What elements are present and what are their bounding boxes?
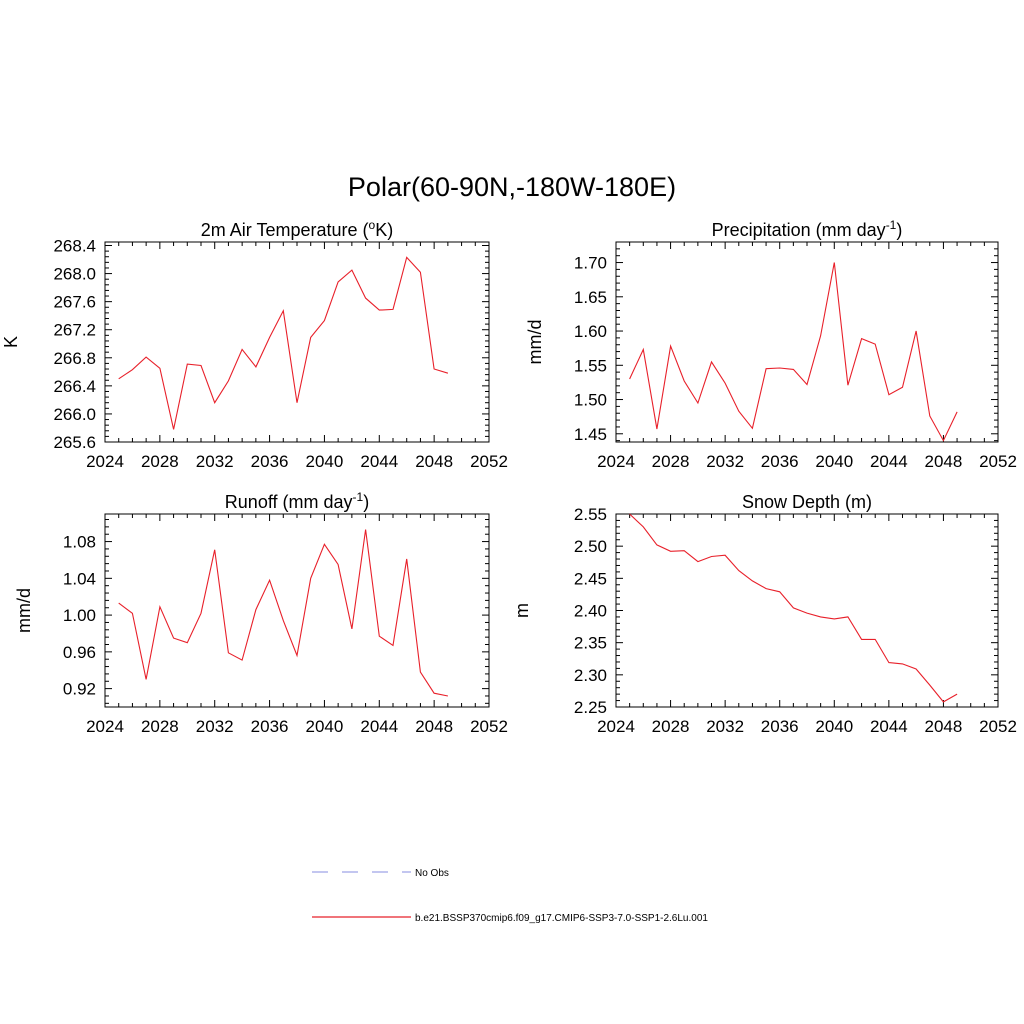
x-tick-label: 2028 bbox=[652, 452, 690, 471]
legend-label-1: No Obs bbox=[415, 868, 449, 879]
x-tick-label: 2028 bbox=[141, 452, 179, 471]
y-tick-label: 1.70 bbox=[574, 254, 607, 273]
x-tick-label: 2028 bbox=[652, 717, 690, 736]
series-line bbox=[118, 529, 449, 697]
y-axis-label: mm/d bbox=[14, 588, 34, 633]
x-tick-label: 2032 bbox=[706, 452, 744, 471]
y-tick-label: 267.2 bbox=[53, 321, 96, 340]
x-tick-label: 2044 bbox=[360, 452, 398, 471]
x-tick-label: 2036 bbox=[251, 452, 289, 471]
x-tick-label: 2048 bbox=[925, 717, 963, 736]
panel-title-sup: -1 bbox=[886, 218, 897, 232]
panel-title: Snow Depth (m) bbox=[742, 492, 872, 512]
x-tick-label: 2032 bbox=[196, 717, 234, 736]
chart-panel-4: 2024 2028 2032 2036 2040 2044 2048 2052 2.25 2.30… bbox=[512, 492, 1017, 736]
plot-frame bbox=[615, 241, 999, 443]
plot-frame bbox=[104, 241, 490, 443]
y-tick-label: 2.50 bbox=[574, 537, 607, 556]
chart-panel-2: 2024 2028 2032 2036 2040 2044 2048 2052 1.45 1.50… bbox=[525, 218, 1017, 471]
x-tick-label: 2048 bbox=[925, 452, 963, 471]
x-tick-label: 2040 bbox=[306, 717, 344, 736]
series-line bbox=[629, 262, 958, 442]
y-tick-label: 1.50 bbox=[574, 391, 607, 410]
legend: No Obs b.e21.BSSP370cmip6.f09_g17.CMIP6-S… bbox=[312, 868, 708, 924]
x-tick-label: 2044 bbox=[360, 717, 398, 736]
x-tick-label: 2040 bbox=[815, 717, 853, 736]
x-tick-label: 2032 bbox=[196, 452, 234, 471]
x-tick-label: 2036 bbox=[251, 717, 289, 736]
y-tick-label: 268.0 bbox=[53, 265, 96, 284]
y-tick-label: 1.08 bbox=[63, 533, 96, 552]
plot-frame bbox=[615, 513, 999, 708]
y-tick-label: 0.92 bbox=[63, 680, 96, 699]
x-tick-label: 2028 bbox=[141, 717, 179, 736]
y-tick-label: 266.0 bbox=[53, 405, 96, 424]
y-tick-label: 2.40 bbox=[574, 602, 607, 621]
panel-title-tail: ) bbox=[363, 492, 369, 512]
panel-title: Runoff (mm day-1) bbox=[225, 490, 369, 512]
chart-panel-1: 2024 2028 2032 2036 2040 2044 2048 2052 265.6 266… bbox=[1, 218, 508, 471]
x-tick-label: 2048 bbox=[415, 717, 453, 736]
legend-label-2: b.e21.BSSP370cmip6.f09_g17.CMIP6-SSP3-7.… bbox=[415, 913, 708, 924]
x-tick-label: 2024 bbox=[597, 717, 635, 736]
y-tick-label: 1.45 bbox=[574, 425, 607, 444]
x-tick-label: 2024 bbox=[86, 717, 124, 736]
y-tick-label: 2.45 bbox=[574, 569, 607, 588]
series-line bbox=[118, 256, 449, 430]
y-tick-label: 2.35 bbox=[574, 634, 607, 653]
y-tick-label: 266.4 bbox=[53, 377, 96, 396]
x-tick-label: 2036 bbox=[761, 452, 799, 471]
figure-title: Polar(60-90N,-180W-180E) bbox=[348, 172, 676, 202]
x-tick-label: 2052 bbox=[470, 717, 508, 736]
series-line bbox=[629, 513, 958, 703]
panel-title-main: 2m Air Temperature ( bbox=[201, 220, 369, 240]
x-tick-label: 2032 bbox=[706, 717, 744, 736]
panel-title-sup: -1 bbox=[353, 490, 364, 504]
y-tick-label: 1.04 bbox=[63, 569, 96, 588]
y-tick-label: 268.4 bbox=[53, 237, 96, 256]
y-tick-label: 2.30 bbox=[574, 666, 607, 685]
x-tick-label: 2024 bbox=[86, 452, 124, 471]
x-tick-label: 2036 bbox=[761, 717, 799, 736]
x-tick-label: 2040 bbox=[306, 452, 344, 471]
y-tick-label: 0.96 bbox=[63, 643, 96, 662]
y-tick-label: 2.25 bbox=[574, 698, 607, 717]
panel-title: Precipitation (mm day-1) bbox=[712, 218, 903, 240]
y-axis-label: K bbox=[1, 336, 21, 348]
x-tick-label: 2040 bbox=[815, 452, 853, 471]
panel-title-main: Runoff (mm day bbox=[225, 492, 353, 512]
chart-panel-3: 2024 2028 2032 2036 2040 2044 2048 2052 0.92 0.96… bbox=[14, 490, 508, 736]
x-tick-label: 2052 bbox=[979, 717, 1017, 736]
x-tick-label: 2048 bbox=[415, 452, 453, 471]
y-tick-label: 1.55 bbox=[574, 356, 607, 375]
x-tick-label: 2044 bbox=[870, 452, 908, 471]
y-tick-label: 2.55 bbox=[574, 505, 607, 524]
panel-title-tail: K) bbox=[375, 220, 393, 240]
panel-title-sup: o bbox=[369, 218, 376, 232]
panel-title-main: Precipitation (mm day bbox=[712, 220, 886, 240]
x-tick-label: 2024 bbox=[597, 452, 635, 471]
y-tick-label: 1.65 bbox=[574, 288, 607, 307]
y-axis-label: mm/d bbox=[525, 320, 545, 365]
x-tick-label: 2052 bbox=[470, 452, 508, 471]
x-tick-label: 2052 bbox=[979, 452, 1017, 471]
panel-title-main: Snow Depth (m) bbox=[742, 492, 872, 512]
panel-title: 2m Air Temperature (oK) bbox=[201, 218, 393, 240]
y-tick-label: 266.8 bbox=[53, 349, 96, 368]
y-tick-label: 265.6 bbox=[53, 433, 96, 452]
y-axis-label: m bbox=[512, 603, 532, 618]
plot-frame bbox=[104, 513, 490, 708]
y-tick-label: 267.6 bbox=[53, 293, 96, 312]
y-tick-label: 1.60 bbox=[574, 322, 607, 341]
chart-panels: 2024 2028 2032 2036 2040 2044 2048 2052 265.6 266… bbox=[1, 218, 1017, 736]
panel-title-tail: ) bbox=[896, 220, 902, 240]
x-tick-label: 2044 bbox=[870, 717, 908, 736]
y-tick-label: 1.00 bbox=[63, 606, 96, 625]
